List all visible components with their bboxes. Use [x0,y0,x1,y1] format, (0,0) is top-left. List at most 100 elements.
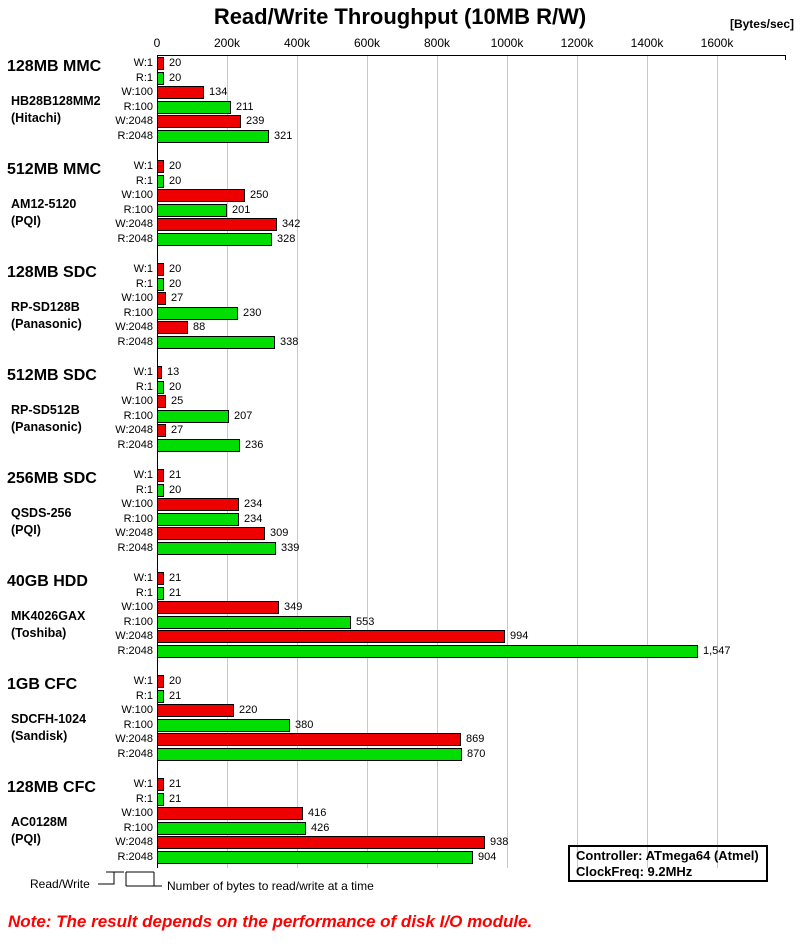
bar-value-label: 20 [169,160,182,172]
bar-value-label: 21 [169,469,182,481]
bar-value-label: 211 [236,100,254,113]
write-throughput-bar [157,263,164,276]
bar-value-label: 250 [250,189,269,201]
bar-row: 20 [157,174,797,188]
write-throughput-bar [157,218,277,231]
bar-value-label: 20 [169,57,182,69]
bar-row: 904 [157,850,797,864]
row-label: W:2048 [115,424,153,436]
read-throughput-bar [157,71,164,85]
bar-row: 338 [157,335,797,349]
row-label: R:1 [135,71,153,84]
group-name: 512MB SDC [7,367,97,384]
group-model: HB28B128MM2 [11,94,101,108]
bar-value-label: 553 [356,615,375,628]
group-model: AC0128M [11,815,68,829]
bar-value-label: 21 [169,572,182,584]
read-throughput-bar [157,174,164,188]
x-axis-tick-label: 1600k [700,36,734,50]
read-throughput-bar [157,541,276,555]
group-model: QSDS-256 [11,506,72,520]
bar-row: 27 [157,292,797,305]
bar-value-label: 236 [245,438,264,451]
bar-row: 207 [157,409,797,423]
bar-value-label: 994 [510,630,529,642]
group-model: RP-SD128B [11,300,80,314]
gridline [717,56,718,868]
gridline [437,56,438,868]
bar-value-label: 20 [169,71,182,84]
bar-value-label: 20 [169,174,182,187]
row-label: W:1 [133,675,153,687]
gridline [577,56,578,868]
read-throughput-bar [157,129,269,143]
bar-row: 230 [157,306,797,320]
row-label: W:100 [121,189,153,201]
gridline [297,56,298,868]
row-label: R:100 [123,512,153,525]
group-brand: (Toshiba) [11,626,67,640]
row-label: R:1 [135,277,153,290]
x-axis-line [157,55,786,56]
bar-value-label: 869 [466,733,485,745]
row-label: W:1 [133,366,153,378]
bar-row: 13 [157,366,797,379]
group-model: MK4026GAX [11,609,86,623]
bar-value-label: 339 [281,541,300,554]
group-brand: (Sandisk) [11,729,68,743]
bar-row: 21 [157,792,797,806]
read-throughput-bar [157,306,238,320]
bar-row: 20 [157,277,797,291]
bar-row: 321 [157,129,797,143]
write-throughput-bar [157,160,164,173]
bar-value-label: 27 [171,424,184,436]
write-throughput-bar [157,86,204,99]
chart-title: Read/Write Throughput (10MB R/W) [213,4,587,29]
row-label: W:100 [121,86,153,98]
bar-row: 20 [157,71,797,85]
bar-row: 220 [157,704,797,717]
write-throughput-bar [157,321,188,334]
bar-value-label: 338 [280,335,299,348]
group-brand: (PQI) [11,832,41,846]
bar-value-label: 20 [169,675,182,687]
bar-value-label: 201 [232,203,251,216]
write-throughput-bar [157,189,245,202]
bar-row: 869 [157,733,797,746]
bar-value-label: 234 [244,512,263,525]
row-label: W:100 [121,292,153,304]
gridline [227,56,228,868]
group-brand: (Panasonic) [11,317,82,331]
bar-value-label: 904 [478,850,497,863]
bar-value-label: 380 [295,718,314,731]
bar-row: 328 [157,232,797,246]
write-throughput-bar [157,292,166,305]
row-label: R:100 [123,615,153,628]
write-throughput-bar [157,601,279,614]
bar-row: 25 [157,395,797,408]
controller-line: Controller: ATmega64 (Atmel) [576,848,759,863]
read-throughput-bar [157,380,164,394]
row-label: W:1 [133,263,153,275]
read-throughput-bar [157,232,272,246]
bar-row: 234 [157,512,797,526]
row-label: R:2048 [117,850,153,863]
bar-value-label: 21 [169,586,182,599]
write-throughput-bar [157,572,164,585]
read-throughput-bar [157,512,239,526]
bar-value-label: 21 [169,778,182,790]
read-throughput-bar [157,615,351,629]
row-label: R:100 [123,306,153,319]
gridline [507,56,508,868]
read-throughput-bar [157,335,275,349]
row-label: R:100 [123,203,153,216]
bar-value-label: 27 [171,292,184,304]
row-label: R:1 [135,174,153,187]
write-throughput-bar [157,675,164,688]
bar-value-label: 1,547 [703,644,731,657]
x-axis-tick-label: 1400k [630,36,664,50]
row-label: W:100 [121,807,153,819]
legend-bytes-line [125,871,162,887]
bar-row: 870 [157,747,797,761]
row-label: W:2048 [115,218,153,230]
